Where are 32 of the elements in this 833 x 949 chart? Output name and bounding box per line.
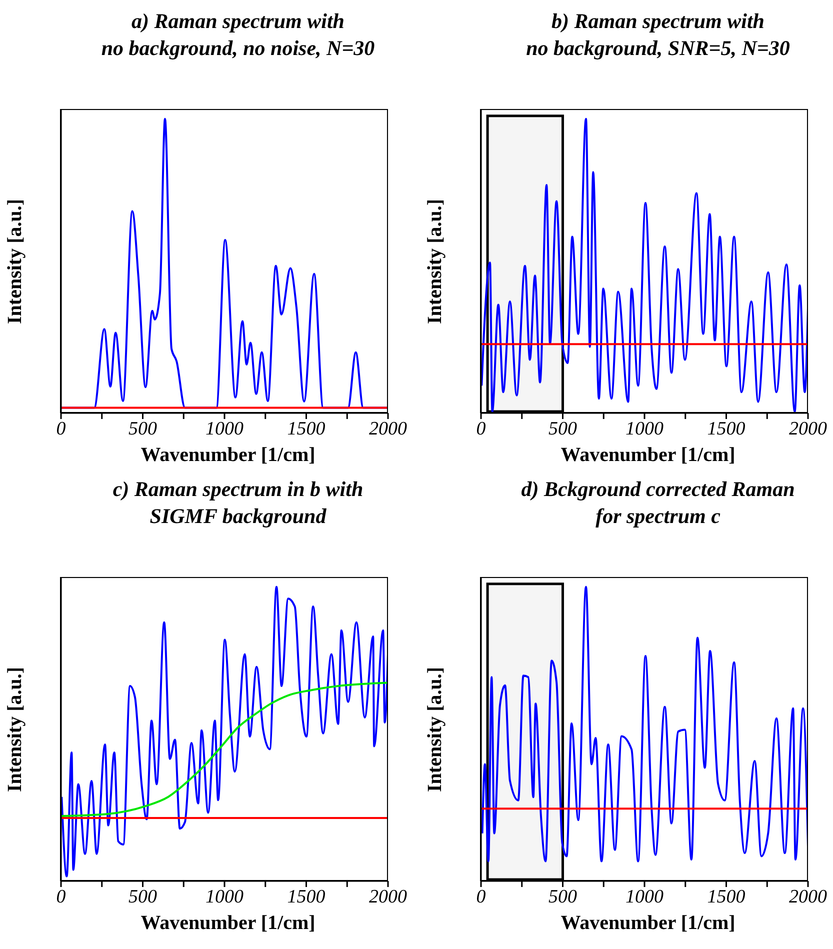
x-tick-label: 1000 bbox=[626, 418, 664, 440]
x-axis-title: Wavenumber [1/cm] bbox=[140, 444, 316, 467]
y-axis-title: Intensity [a.u.] bbox=[424, 666, 446, 792]
x-tick-label: 1500 bbox=[287, 886, 326, 908]
x-tick-label: 1500 bbox=[287, 418, 326, 440]
x-axis-title: Wavenumber [1/cm] bbox=[560, 912, 736, 935]
chart-title: d) Bckground corrected Raman for spectrum c bbox=[520, 476, 796, 530]
x-tick-label: 500 bbox=[128, 418, 158, 440]
chart-title: c) Raman spectrum in b with SIGMF background bbox=[112, 476, 364, 530]
x-tick-label: 1500 bbox=[707, 418, 746, 440]
x-tick-label: 1000 bbox=[206, 886, 244, 908]
x-tick-label: 0 bbox=[56, 886, 66, 908]
chart-title: b) Raman spectrum with no background, SNR=5, N=30 bbox=[525, 8, 791, 62]
x-tick-label: 500 bbox=[548, 418, 578, 440]
y-axis-title: Intensity [a.u.] bbox=[4, 666, 26, 792]
x-tick-label: 1500 bbox=[707, 886, 746, 908]
x-tick-label: 0 bbox=[476, 886, 486, 908]
x-tick-label: 2000 bbox=[789, 418, 828, 440]
x-tick-label: 1000 bbox=[626, 886, 664, 908]
x-tick-label: 2000 bbox=[789, 886, 828, 908]
x-tick-label: 0 bbox=[476, 418, 486, 440]
x-tick-label: 500 bbox=[548, 886, 578, 908]
y-axis-title: Intensity [a.u.] bbox=[424, 198, 446, 324]
chart-title: a) Raman spectrum with no background, no noise, N=30 bbox=[100, 8, 376, 62]
x-axis-title: Wavenumber [1/cm] bbox=[560, 444, 736, 467]
x-tick-label: 1000 bbox=[206, 418, 244, 440]
x-tick-label: 0 bbox=[56, 418, 66, 440]
y-axis-title: Intensity [a.u.] bbox=[4, 198, 26, 324]
x-tick-label: 2000 bbox=[369, 886, 408, 908]
x-tick-label: 500 bbox=[128, 886, 158, 908]
x-tick-label: 2000 bbox=[369, 418, 408, 440]
x-axis-title: Wavenumber [1/cm] bbox=[140, 912, 316, 935]
